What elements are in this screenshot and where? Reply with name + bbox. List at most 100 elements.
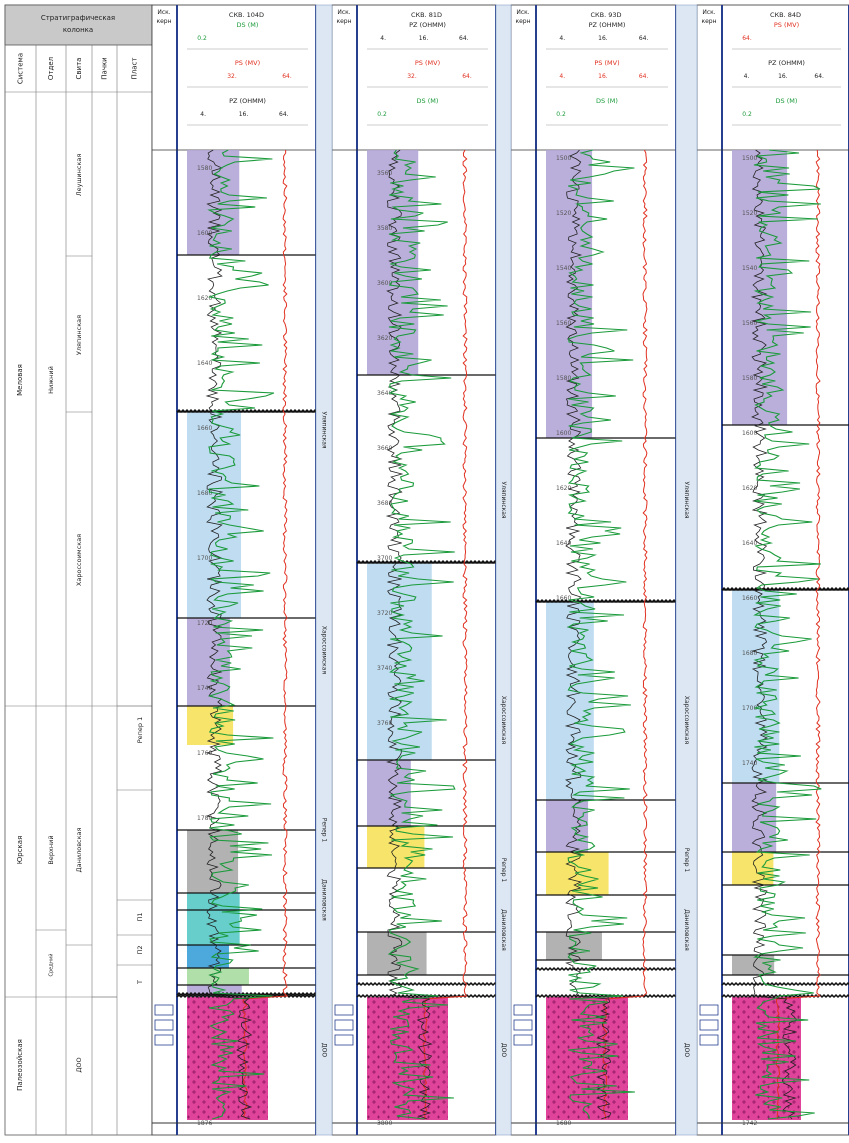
curve-tick: 64. <box>639 73 649 80</box>
curve-label: PZ (OHMM) <box>589 21 626 29</box>
depth-label: 3600 <box>377 280 392 287</box>
depth-label: 1700 <box>197 555 212 562</box>
system-label: Палеозойская <box>16 1039 24 1091</box>
depth-label: 1580 <box>742 375 757 382</box>
band-bg <box>495 4 512 1136</box>
depth-label: 1720 <box>197 620 212 627</box>
ps-curve <box>775 149 821 1120</box>
pz-curve <box>385 149 433 1120</box>
curve-tick: 0.2 <box>742 111 752 118</box>
core-label: Иск. <box>337 9 350 16</box>
well-name: СКВ. 81D <box>411 11 442 19</box>
curve-tick: 32. <box>407 73 417 80</box>
ps-curve <box>602 149 648 1120</box>
depth-label: 3560 <box>377 170 392 177</box>
depth-label: 1580 <box>556 375 571 382</box>
depth-label: 1520 <box>556 210 571 217</box>
strat-title-2: колонка <box>63 26 93 34</box>
unconformity-line <box>356 559 498 565</box>
correlation-label: Репер 1 <box>321 818 328 843</box>
core-label-2: керн <box>336 18 351 25</box>
core-label: Иск. <box>516 9 529 16</box>
depth-label: 1680 <box>742 650 757 657</box>
well-4: Иск. керн СКВ. 84D PS (MV) 64. PZ (OHMM) 4. 16.… <box>696 4 849 1136</box>
correlation-band-2: Уляпинская Хароссоимская Репер 1 Даниловска… <box>495 4 512 1136</box>
correlation-label: ДОО <box>683 1043 690 1057</box>
depth-label: 1620 <box>556 485 571 492</box>
depth-label: 1560 <box>556 320 571 327</box>
depth-label: 1600 <box>197 230 212 237</box>
core-sample-box <box>334 1019 354 1031</box>
plast-label: Репер 1 <box>136 717 144 744</box>
ds-curve <box>566 149 635 1120</box>
band-bg <box>675 4 698 1136</box>
depth-label: 1660 <box>556 595 571 602</box>
correlation-band-3: Уляпинская Хароссоимская Репер 1 Даниловска… <box>675 4 698 1136</box>
correlation-label: Хароссоимская <box>500 696 507 745</box>
curve-tick: 16. <box>598 35 608 42</box>
correlation-label: Уляпинская <box>500 481 507 518</box>
lithology-fill-blue <box>367 563 432 760</box>
lithology-fill-gray <box>732 955 775 975</box>
basement-fill <box>187 997 268 1120</box>
core-sample-box <box>154 1019 174 1031</box>
depth-label: 1700 <box>742 705 757 712</box>
curve-tick: 4. <box>380 35 386 42</box>
correlation-band-1: Уляпинская Хароссоимская Репер 1 Даниловска… <box>315 4 333 1136</box>
curve-tick: 64. <box>814 73 824 80</box>
depth-label: 1640 <box>556 540 571 547</box>
strat-title-bg <box>4 4 153 46</box>
curve-tick: 4. <box>559 35 565 42</box>
unconformity-line <box>721 586 849 592</box>
curve-label: PZ (OHMM) <box>229 97 266 105</box>
curve-label: DS (M) <box>237 21 259 29</box>
core-sample-box <box>334 1034 354 1046</box>
depth-label: 3580 <box>377 225 392 232</box>
correlation-label: ДОО <box>321 1043 328 1057</box>
curve-tick: 4. <box>559 73 565 80</box>
strat-title: Стратиграфическая <box>41 14 115 22</box>
suite-label: ДОО <box>75 1057 83 1072</box>
depth-label: 3760 <box>377 720 392 727</box>
well-1: Иск. керн СКВ. 104D DS (M) 0.2 PS (MV) 32. 64. P… <box>151 4 318 1136</box>
correlation-label: ДОО <box>500 1043 507 1057</box>
well-name: СКВ. 84D <box>770 11 801 19</box>
core-label: Иск. <box>702 9 715 16</box>
correlation-label: Даниловская <box>321 879 328 921</box>
depth-label: 1680 <box>197 490 212 497</box>
correlation-label: Даниловская <box>500 909 507 951</box>
division-label: Верхний <box>47 835 55 864</box>
division-label: Нижний <box>47 366 55 394</box>
curve-tick: 16. <box>778 73 788 80</box>
plast-label: П1 <box>136 912 144 921</box>
depth-label: 1580 <box>197 165 212 172</box>
depth-label: 1740 <box>742 760 757 767</box>
system-label: Меловая <box>16 364 24 396</box>
depth-label: 1740 <box>197 685 212 692</box>
curve-label: PS (MV) <box>594 59 619 67</box>
curve-label: DS (M) <box>417 97 439 105</box>
strat-header: Пласт <box>131 58 139 80</box>
curve-label: DS (M) <box>776 97 798 105</box>
curve-tick: 16. <box>598 73 608 80</box>
core-sample-box <box>154 1004 174 1016</box>
core-sample-box <box>513 1034 533 1046</box>
curve-tick: 32. <box>227 73 237 80</box>
depth-label: 1520 <box>742 210 757 217</box>
curve-tick: 64. <box>742 35 752 42</box>
depth-label: 1600 <box>556 430 571 437</box>
depth-label: 1620 <box>742 485 757 492</box>
core-sample-box <box>513 1004 533 1016</box>
depth-label: 3640 <box>377 390 392 397</box>
ps-curve <box>422 149 468 1119</box>
curve-label: DS (M) <box>596 97 618 105</box>
depth-label: 3700 <box>377 555 392 562</box>
strat-header: Отдел <box>47 57 55 80</box>
ds-curve <box>387 149 456 1120</box>
core-label-2: керн <box>515 18 530 25</box>
curve-tick: 64. <box>459 35 469 42</box>
depth-label: 1660 <box>742 595 757 602</box>
division-label: Средний <box>48 954 55 977</box>
correlation-label: Уляпинская <box>683 481 690 518</box>
well-3: Иск. керн СКВ. 93D PZ (OHMM) 4. 16. 64. PS (MV)… <box>510 4 677 1136</box>
